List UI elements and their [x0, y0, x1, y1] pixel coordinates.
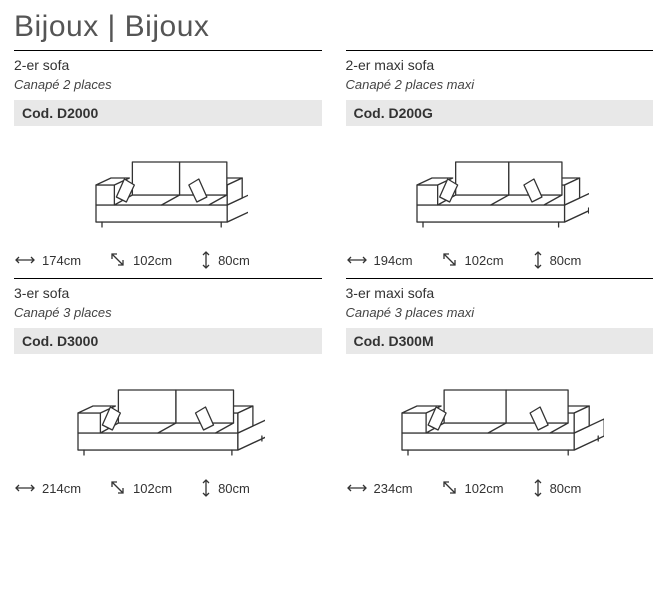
dim-depth: 102cm	[441, 479, 504, 497]
sofa-illustration	[14, 134, 322, 244]
dim-depth: 102cm	[109, 251, 172, 269]
product-card: 3-er maxi sofa Canapé 3 places maxi Cod.…	[346, 278, 654, 506]
product-card: 2-er maxi sofa Canapé 2 places maxi Cod.…	[346, 50, 654, 278]
dim-width: 214cm	[14, 481, 81, 496]
sofa-illustration	[14, 362, 322, 472]
dim-height: 80cm	[532, 250, 582, 270]
product-name-en: 3-er maxi sofa	[346, 285, 654, 301]
product-name-en: 2-er sofa	[14, 57, 322, 73]
dim-width: 174cm	[14, 253, 81, 268]
dimensions-row: 194cm 102cm 80cm	[346, 250, 654, 278]
dim-height: 80cm	[200, 478, 250, 498]
dim-height: 80cm	[200, 250, 250, 270]
product-name-fr: Canapé 2 places maxi	[346, 77, 654, 92]
product-name-fr: Canapé 3 places	[14, 305, 322, 320]
dim-height: 80cm	[532, 478, 582, 498]
product-name-fr: Canapé 3 places maxi	[346, 305, 654, 320]
dim-depth: 102cm	[441, 251, 504, 269]
product-code: Cod. D3000	[14, 328, 322, 354]
dimensions-row: 214cm 102cm 80cm	[14, 478, 322, 506]
dimensions-row: 234cm 102cm 80cm	[346, 478, 654, 506]
product-card: 3-er sofa Canapé 3 places Cod. D3000 214…	[14, 278, 322, 506]
sofa-illustration	[346, 134, 654, 244]
dim-width: 194cm	[346, 253, 413, 268]
sofa-illustration	[346, 362, 654, 472]
product-card: 2-er sofa Canapé 2 places Cod. D2000 174…	[14, 50, 322, 278]
dim-width: 234cm	[346, 481, 413, 496]
product-code: Cod. D200G	[346, 100, 654, 126]
product-code: Cod. D2000	[14, 100, 322, 126]
dimensions-row: 174cm 102cm 80cm	[14, 250, 322, 278]
product-grid: 2-er sofa Canapé 2 places Cod. D2000 174…	[14, 50, 653, 506]
product-name-en: 3-er sofa	[14, 285, 322, 301]
product-name-fr: Canapé 2 places	[14, 77, 322, 92]
product-name-en: 2-er maxi sofa	[346, 57, 654, 73]
page-title: Bijoux | Bijoux	[14, 10, 653, 44]
dim-depth: 102cm	[109, 479, 172, 497]
product-code: Cod. D300M	[346, 328, 654, 354]
